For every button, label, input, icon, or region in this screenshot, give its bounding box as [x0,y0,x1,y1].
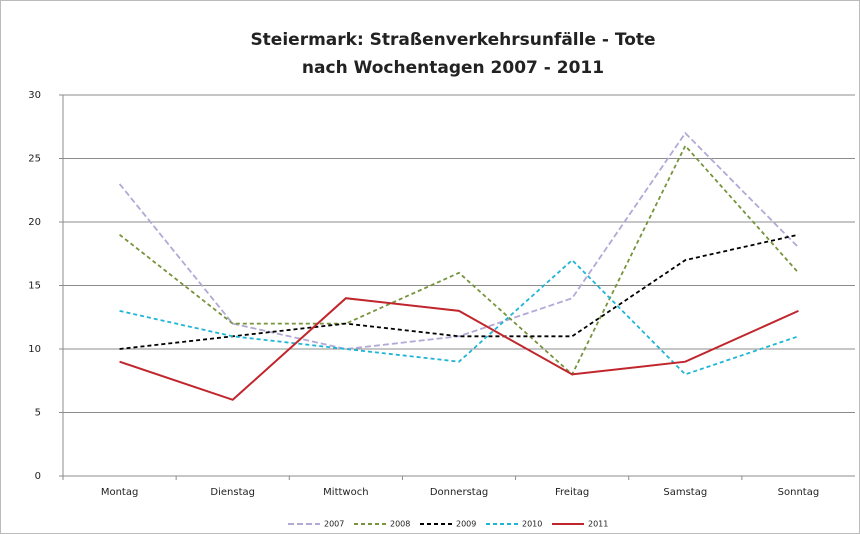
x-tick-label: Mittwoch [323,487,368,498]
y-tick-label: 15 [28,281,41,292]
y-tick-label: 25 [28,154,41,165]
x-tick-label: Freitag [555,487,589,498]
y-tick-label: 20 [28,217,41,228]
x-tick-label: Sonntag [778,487,820,498]
legend-label: 2011 [588,520,608,529]
series-line [119,258,799,376]
legend-label: 2009 [456,520,476,529]
x-tick-label: Donnerstag [430,487,488,498]
series-line [118,131,800,350]
x-tick-label: Samstag [663,487,707,498]
y-tick-label: 0 [35,471,41,482]
legend-label: 2007 [324,520,344,529]
series-line [119,144,800,376]
y-tick-label: 30 [28,90,41,101]
y-tick-label: 10 [28,344,41,355]
legend-label: 2008 [390,520,410,529]
series-line [119,297,799,401]
chart-title: nach Wochentagen 2007 - 2011 [302,58,604,78]
x-tick-label: Dienstag [210,487,255,498]
y-tick-label: 5 [35,408,41,419]
legend-label: 2010 [522,520,542,529]
x-tick-label: Montag [101,487,138,498]
chart-title: Steiermark: Straßenverkehrsunfälle - Tot… [250,30,655,50]
